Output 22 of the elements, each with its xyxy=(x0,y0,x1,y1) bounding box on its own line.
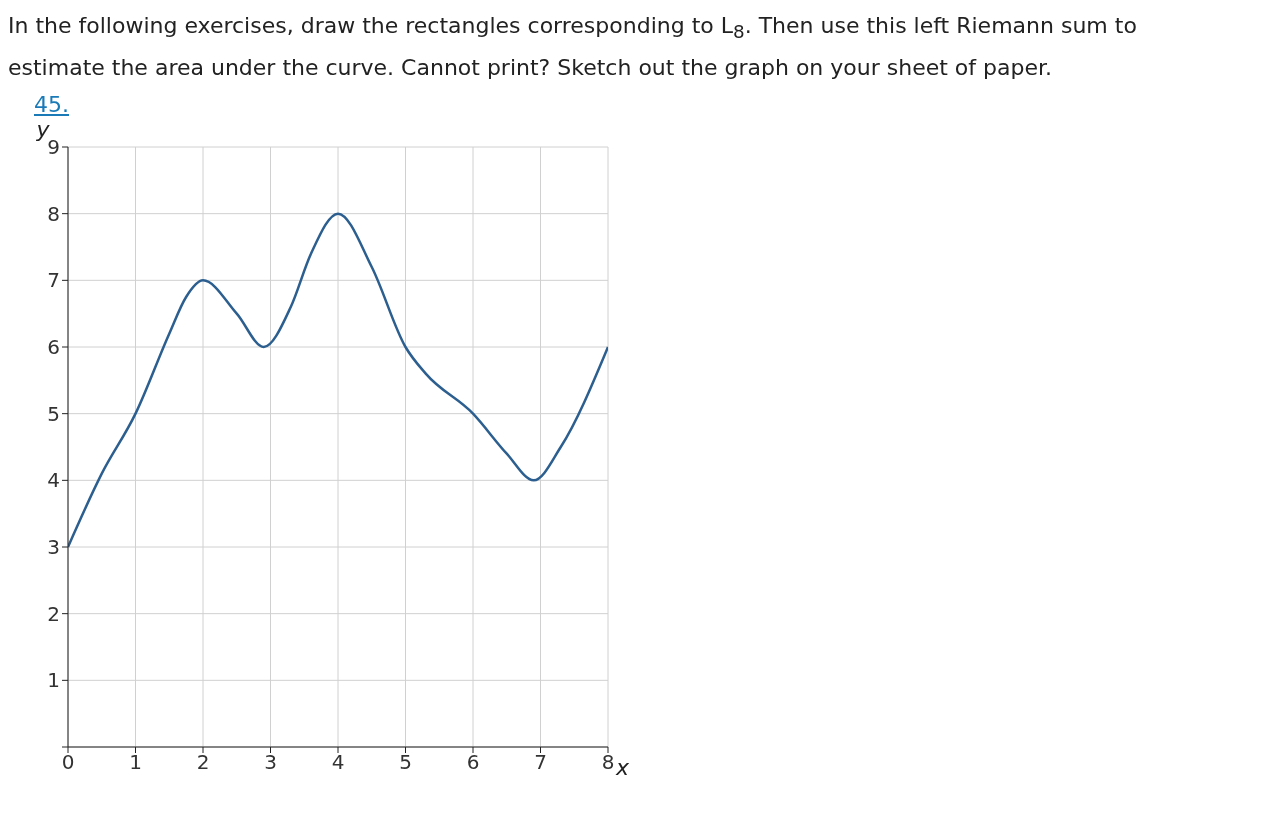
y-tick-label: 4 xyxy=(47,468,60,493)
y-tick-label: 6 xyxy=(47,335,60,360)
x-tick-label: 5 xyxy=(399,750,412,775)
x-tick-label: 2 xyxy=(196,750,210,775)
y-tick-label: 2 xyxy=(47,602,60,627)
x-tick-label: 4 xyxy=(331,750,345,775)
x-tick-label: 1 xyxy=(129,750,142,775)
y-tick-label: 5 xyxy=(47,402,60,427)
x-tick-label: 0 xyxy=(61,750,75,775)
x-tick-label: 3 xyxy=(264,750,277,775)
y-tick-label: 8 xyxy=(47,202,60,227)
y-tick-label: 9 xyxy=(47,135,60,160)
y-tick-label: 1 xyxy=(47,668,60,693)
line-series xyxy=(68,212,608,549)
x-axis-title: x xyxy=(615,755,630,781)
x-tick-label: 6 xyxy=(466,750,480,775)
y-tick-label: 7 xyxy=(47,268,60,293)
chart-title: In the following exercises, draw the rectangles corresponding to L$_{8}$. Then use this left Riemann sum to estimate the area under the curve. Cannot print? Sketch out the graph on your sheet of paper. xyxy=(8,12,1138,83)
x-tick-label: 7 xyxy=(534,750,547,775)
text: 45. xyxy=(34,92,70,118)
x-tick-label: 8 xyxy=(601,750,615,775)
y-tick-label: 3 xyxy=(47,535,60,560)
